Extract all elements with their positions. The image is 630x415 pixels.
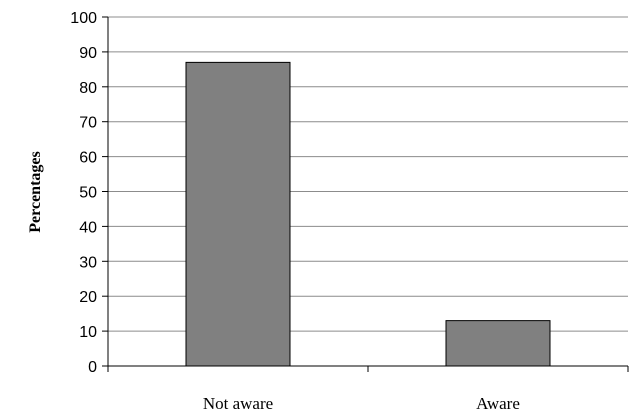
y-tick-label: 70	[79, 115, 97, 132]
x-category-label: Aware	[476, 394, 520, 413]
bars	[185, 61, 551, 367]
y-tick-label: 80	[79, 80, 97, 97]
y-tick-label: 50	[79, 185, 97, 202]
bar	[445, 320, 551, 367]
y-tick-label: 100	[70, 10, 97, 27]
y-tick-label: 0	[88, 359, 97, 376]
y-axis-title: Percentages	[27, 151, 44, 232]
y-tick-label: 60	[79, 150, 97, 167]
y-tick-label: 10	[79, 324, 97, 341]
y-tick-label: 90	[79, 45, 97, 62]
y-tick-label: 40	[79, 219, 97, 236]
axes	[102, 16, 629, 372]
y-tick-label: 30	[79, 254, 97, 271]
bar	[185, 61, 291, 367]
x-category-label: Not aware	[203, 394, 273, 413]
labels: 0 10 20 30 40 50 60 70 80 90 100 Not aware Aware	[70, 10, 520, 413]
y-tick-label: 20	[79, 289, 97, 306]
